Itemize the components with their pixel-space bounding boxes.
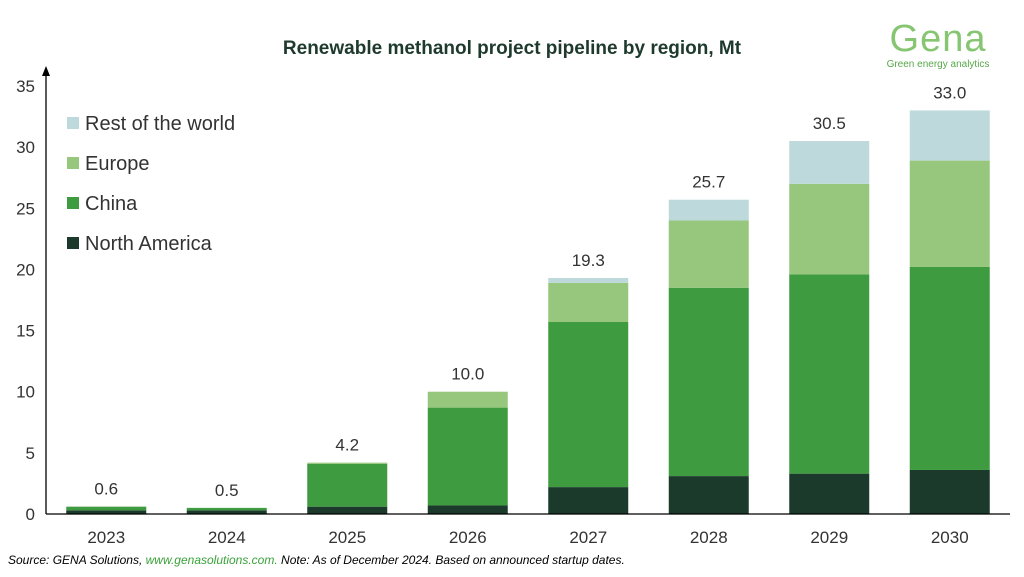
legend: Rest of the world Europe China North Americ… [67, 113, 235, 255]
bar-total-label: 19.3 [572, 251, 605, 270]
y-tick-label: 35 [16, 77, 35, 96]
bar-segment [307, 462, 388, 464]
bar-segment [909, 469, 990, 514]
legend-swatch [67, 157, 79, 169]
x-tick-label: 2026 [449, 528, 487, 547]
brand-logo: Gena Green energy analytics [872, 20, 1004, 70]
y-axis: 0 5 10 15 20 25 30 35 [16, 66, 50, 524]
bar-total-label: 25.7 [692, 173, 725, 192]
legend-swatch [67, 197, 79, 209]
bar-segment [186, 507, 267, 511]
y-axis-arrow [42, 66, 50, 76]
bar-segment [668, 199, 749, 221]
legend-label: Europe [85, 153, 150, 175]
bar-segment [548, 282, 629, 323]
bar-segment [427, 407, 508, 506]
bar-segment [668, 287, 749, 477]
legend-label: China [85, 193, 138, 215]
x-tick-label: 2027 [569, 528, 607, 547]
y-tick-label: 25 [16, 199, 35, 218]
bar-total-label: 4.2 [335, 436, 359, 455]
x-tick-label: 2024 [208, 528, 246, 547]
bar-segment [548, 487, 629, 514]
bar-segment [186, 510, 267, 514]
y-tick-label: 30 [16, 138, 35, 157]
y-tick-label: 15 [16, 322, 35, 341]
y-tick-label: 20 [16, 260, 35, 279]
legend-swatch [67, 237, 79, 249]
legend-swatch [67, 117, 79, 129]
x-tick-label: 2030 [931, 528, 969, 547]
bar-segment [427, 505, 508, 514]
bar-total-label: 33.0 [933, 83, 966, 102]
bar-segment [668, 476, 749, 514]
y-tick-label: 0 [26, 505, 35, 524]
bar-segment [427, 391, 508, 408]
legend-label: North America [85, 233, 213, 255]
bar-total-label: 30.5 [813, 114, 846, 133]
bar-segment [548, 277, 629, 283]
bar-segment [789, 141, 870, 184]
chart-title: Renewable methanol project pipeline by r… [282, 38, 742, 59]
brand-name: Gena [889, 18, 987, 60]
x-axis: 2023 2024 2025 2026 2027 2028 2029 2030 [46, 513, 1010, 547]
source-link[interactable]: www.genasolutions.com. [145, 553, 278, 567]
source-prefix: Source: GENA Solutions, [8, 553, 146, 567]
bar-total-label: 0.5 [215, 481, 239, 500]
bar-segment [909, 110, 990, 161]
x-tick-label: 2028 [690, 528, 728, 547]
bar-segment [668, 220, 749, 288]
bar-total-label: 0.6 [94, 480, 118, 499]
source-note: Source: GENA Solutions, www.genasolution… [8, 553, 625, 567]
note-text: Note: As of December 2024. Based on anno… [277, 553, 625, 567]
bar-segment [66, 506, 147, 511]
x-tick-label: 2025 [328, 528, 366, 547]
bar-segment [66, 510, 147, 514]
bar-segment [909, 160, 990, 267]
bar-segment [307, 506, 388, 514]
y-tick-label: 5 [26, 444, 35, 463]
x-tick-label: 2029 [810, 528, 848, 547]
bar-segment [548, 322, 629, 488]
bars-layer: 0.6 0.5 4.2 10.0 19.3 25.7 30.5 33.0 [66, 83, 990, 514]
x-tick-label: 2023 [87, 528, 125, 547]
legend-label: Rest of the world [85, 113, 235, 135]
bar-segment [789, 473, 870, 514]
bar-total-label: 10.0 [451, 365, 484, 384]
brand-tagline: Green energy analytics [886, 59, 990, 70]
bar-segment [789, 274, 870, 474]
bar-segment [789, 183, 870, 275]
bar-segment [307, 463, 388, 507]
bar-segment [909, 266, 990, 470]
y-tick-label: 10 [16, 383, 35, 402]
